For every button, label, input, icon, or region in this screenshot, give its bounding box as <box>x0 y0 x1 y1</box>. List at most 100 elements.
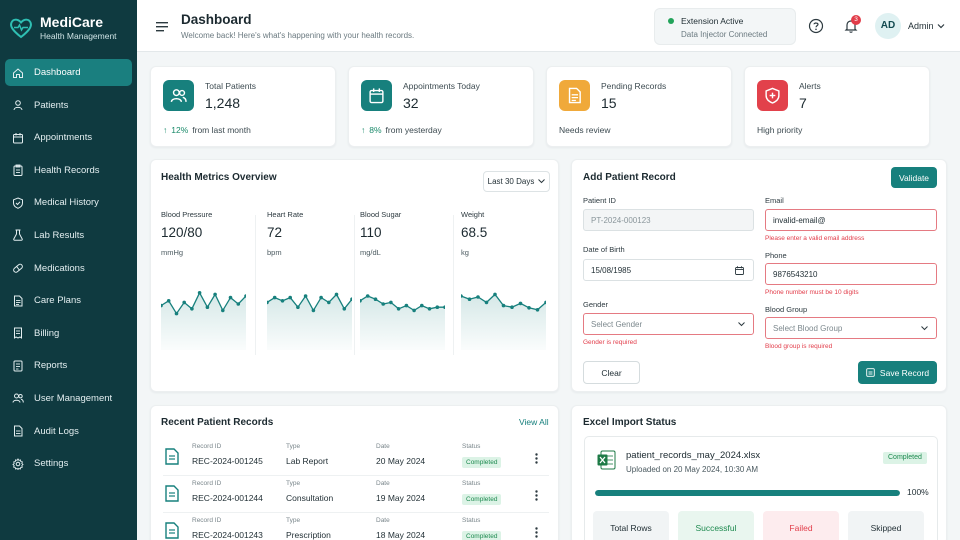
import-file-date: Uploaded on 20 May 2024, 10:30 AM <box>626 465 759 474</box>
sidebar-item-medical-history[interactable]: Medical History <box>5 189 132 216</box>
stat-card-total-patients[interactable]: Total Patients 1,248 ↑ 12% from last month <box>150 66 336 147</box>
sidebar-item-care-plans[interactable]: Care Plans <box>5 287 132 314</box>
more-vertical-icon[interactable] <box>535 490 538 501</box>
table-row[interactable]: Record ID REC-2024-001244 Type Consultat… <box>163 476 549 513</box>
stat-card-appointments-today[interactable]: Appointments Today 32 ↑ 8% from yesterday <box>348 66 534 147</box>
sidebar-item-lab-results[interactable]: Lab Results <box>5 222 132 249</box>
sidebar-item-reports[interactable]: Reports <box>5 352 132 379</box>
chevron-down-icon <box>738 322 745 327</box>
sidebar-item-label: Patients <box>34 99 69 111</box>
table-row[interactable]: Record ID REC-2024-001245 Type Lab Repor… <box>163 439 549 476</box>
sidebar-item-settings[interactable]: Settings <box>5 450 132 477</box>
sidebar-item-health-records[interactable]: Health Records <box>5 157 132 184</box>
user-menu-label[interactable]: Admin <box>908 21 934 31</box>
metric-weight: Weight 68.5 kg <box>461 200 559 360</box>
divider <box>354 215 355 355</box>
phone-field[interactable]: 9876543210 <box>765 263 937 285</box>
record-type-key: Type <box>286 443 301 450</box>
clipboard-icon <box>13 164 23 177</box>
more-vertical-icon[interactable] <box>535 453 538 464</box>
blood-group-select[interactable]: Select Blood Group <box>765 317 937 339</box>
trend-point <box>518 301 523 306</box>
trend-point <box>389 300 393 305</box>
trend-area <box>461 294 546 350</box>
gender-label: Gender <box>583 300 609 309</box>
trend-point <box>544 300 546 305</box>
trend-point <box>476 295 480 299</box>
record-type-key: Type <box>286 517 301 524</box>
email-field[interactable]: invalid-email@ <box>765 209 937 231</box>
stat-value: 1,248 <box>205 95 241 111</box>
topbar: Dashboard Welcome back! Here's what's ha… <box>137 0 960 52</box>
stat-icon-box <box>163 80 194 111</box>
hamburger-menu-icon[interactable] <box>156 21 168 32</box>
blood-group-placeholder: Select Blood Group <box>773 323 843 333</box>
stat-card-pending-records[interactable]: Pending Records 15 Needs review <box>546 66 732 147</box>
metric-heart-rate: Heart Rate 72 bpm <box>267 200 365 360</box>
trend-point <box>288 295 292 300</box>
save-record-button[interactable]: Save Record <box>858 361 937 384</box>
blood-group-error: Blood group is required <box>765 343 833 350</box>
phone-error: Phone number must be 10 digits <box>765 289 859 296</box>
metric-label: Heart Rate <box>267 210 304 219</box>
sidebar-item-audit-logs[interactable]: Audit Logs <box>5 418 132 445</box>
report-icon <box>13 360 23 372</box>
trend-point <box>190 307 194 311</box>
trend-point <box>334 292 339 297</box>
trend-point <box>213 292 217 297</box>
calendar-icon[interactable] <box>735 266 744 275</box>
view-all-link[interactable]: View All <box>519 417 549 427</box>
sidebar-item-dashboard[interactable]: Dashboard <box>5 59 132 86</box>
stat-trend: 8% <box>369 125 382 135</box>
sidebar-item-user-management[interactable]: User Management <box>5 385 132 412</box>
stat-footer: Needs review <box>559 125 611 135</box>
trend-point <box>396 307 401 311</box>
trend-point <box>373 297 378 301</box>
trend-point <box>319 295 323 300</box>
gender-select[interactable]: Select Gender <box>583 313 754 335</box>
clear-button[interactable]: Clear <box>583 361 640 384</box>
dob-field[interactable]: 15/08/1985 <box>583 259 754 281</box>
recent-records-card: Recent Patient Records View All Record I… <box>150 405 559 540</box>
sidebar-item-label: Health Records <box>34 164 100 176</box>
trend-point <box>420 303 424 308</box>
chevron-down-icon <box>538 179 546 184</box>
sidebar-item-billing[interactable]: Billing <box>5 320 132 347</box>
trend-point <box>342 307 347 311</box>
sidebar-item-label: Lab Results <box>34 229 85 241</box>
metric-trend-chart <box>267 292 352 350</box>
chevron-down-icon[interactable] <box>937 22 945 30</box>
page-title: Dashboard <box>181 12 252 27</box>
record-date-key: Date <box>376 480 390 487</box>
sidebar-item-label: Billing <box>34 327 60 339</box>
trend-point <box>161 303 163 308</box>
stat-label: Total Patients <box>205 81 257 91</box>
record-date: 20 May 2024 <box>376 456 426 466</box>
shield-icon <box>13 197 23 209</box>
metric-label: Weight <box>461 210 485 219</box>
document-icon <box>165 485 179 502</box>
validate-button[interactable]: Validate <box>891 167 937 188</box>
trend-point <box>435 305 440 309</box>
trend-up-icon: ↑ <box>361 125 366 135</box>
extension-status-card[interactable]: Extension Active Data Injector Connected <box>654 8 796 45</box>
stat-card-alerts[interactable]: Alerts 7 High priority <box>744 66 930 147</box>
trend-point <box>443 305 445 309</box>
sidebar-item-label: Medications <box>34 262 85 274</box>
sidebar-item-patients[interactable]: Patients <box>5 92 132 119</box>
help-icon[interactable] <box>808 18 824 34</box>
dob-label: Date of Birth <box>583 245 625 254</box>
stat-label: Pending Records <box>601 81 667 91</box>
sidebar-item-appointments[interactable]: Appointments <box>5 124 132 151</box>
date-range-dropdown[interactable]: Last 30 Days <box>483 171 550 192</box>
record-id: REC-2024-001245 <box>192 456 263 466</box>
brand[interactable]: MediCare Health Management <box>8 14 117 42</box>
more-vertical-icon[interactable] <box>535 527 538 538</box>
avatar[interactable]: AD <box>875 13 901 39</box>
sidebar-item-medications[interactable]: Medications <box>5 255 132 282</box>
table-row[interactable]: Record ID REC-2024-001243 Type Prescript… <box>163 513 549 540</box>
metric-label: Blood Pressure <box>161 210 213 219</box>
trend-point <box>280 299 285 303</box>
record-type: Consultation <box>286 493 334 503</box>
sidebar-item-label: Dashboard <box>34 67 81 78</box>
